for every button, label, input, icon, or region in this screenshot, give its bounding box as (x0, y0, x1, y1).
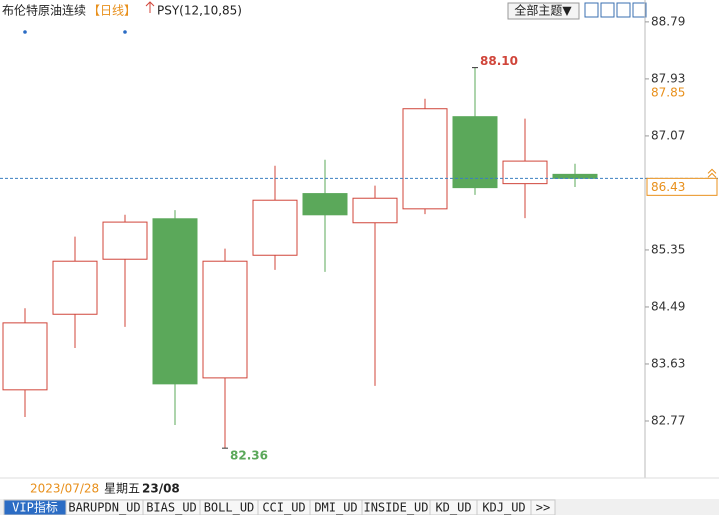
indicator-icon (145, 1, 155, 13)
theme-button[interactable] (507, 2, 580, 20)
y-tick-label: 82.77 (651, 413, 685, 427)
icon-button[interactable] (584, 2, 599, 18)
icon-button[interactable] (616, 2, 631, 18)
candle-body (52, 260, 98, 315)
tab-label[interactable]: >> (536, 501, 550, 515)
icon-button[interactable] (600, 2, 615, 18)
y-tick-label: 87.93 (651, 71, 685, 85)
y-tick-label: 87.07 (651, 128, 685, 142)
y-tick-label: 83.63 (651, 356, 685, 370)
last-price-box (646, 177, 718, 196)
candle-body (352, 197, 398, 224)
ref-price-label: 87.85 (651, 86, 685, 100)
cursor-weekday: 星期五 (104, 482, 140, 496)
cursor-date: 2023/07/28 (30, 482, 99, 496)
tab-label[interactable]: VIP指标 (12, 500, 58, 515)
candle-body (502, 160, 548, 185)
tab-label[interactable]: KD_UD (435, 501, 471, 515)
high-label: 88.10 (480, 54, 518, 68)
candle-body (152, 218, 198, 385)
plot: 82.36 88.10 (2, 54, 598, 463)
indicator-dot (123, 30, 127, 34)
icon-button[interactable] (632, 2, 647, 18)
tab-label[interactable]: KDJ_UD (482, 501, 525, 515)
low-label: 82.36 (230, 449, 268, 463)
tab[interactable] (530, 499, 556, 515)
tab-label[interactable]: INSIDE_UD (363, 501, 428, 515)
candle-body (552, 173, 598, 179)
tab-label[interactable]: BARUPDN_UD (68, 501, 140, 515)
indicator-name[interactable]: PSY(12,10,85) (157, 4, 242, 18)
tab-label[interactable]: DMI_UD (314, 501, 357, 515)
last-price-arrow (707, 168, 717, 178)
cursor-time: 23/08 (142, 482, 180, 496)
tab-label[interactable]: CCI_UD (262, 501, 305, 515)
candle-body (252, 199, 298, 256)
candle-body (2, 322, 48, 391)
indicator-dot (23, 30, 27, 34)
tab-label[interactable]: BOLL_UD (204, 501, 255, 515)
y-tick-label: 84.49 (651, 299, 685, 313)
toolbar-icons[interactable] (584, 2, 647, 18)
candle-body (452, 116, 498, 189)
y-tick-label: 85.35 (651, 242, 685, 256)
candle-body (102, 221, 148, 260)
title: 布伦特原油连续 (2, 3, 86, 18)
candle-body (302, 193, 348, 216)
tabs: VIP指标 BARUPDN_UD BIAS_UD BOLL_UD CCI_UD DMI_U… (3, 499, 556, 515)
tab-label[interactable]: BIAS_UD (146, 501, 197, 515)
period: 【日线】 (88, 4, 136, 18)
candle-body (402, 108, 448, 210)
last-price-label: 86.43 (651, 180, 685, 194)
theme-button-label[interactable]: 全部主题▼ (514, 3, 572, 18)
y-tick-label: 88.79 (651, 14, 685, 28)
candle-body (202, 260, 248, 379)
